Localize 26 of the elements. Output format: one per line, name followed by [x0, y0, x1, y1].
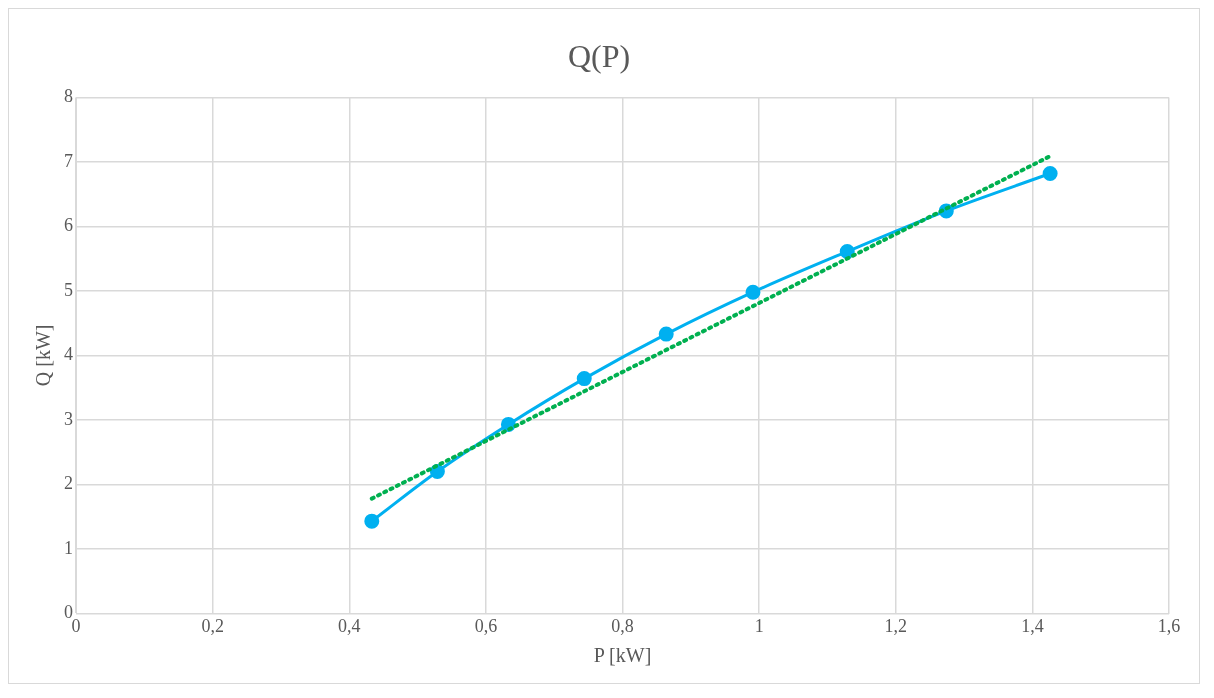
point	[364, 513, 380, 529]
y-tick-label: 4	[64, 344, 73, 365]
y-tick-label: 5	[64, 279, 73, 300]
point	[1042, 166, 1058, 182]
x-tick-label: 1	[754, 615, 764, 636]
point	[839, 244, 855, 260]
x-tick-label: 0,8	[611, 615, 634, 636]
y-tick-label: 2	[64, 473, 73, 494]
point	[576, 371, 592, 387]
x-tick-label: 1,2	[884, 615, 907, 636]
x-axis-title: P [kW]	[593, 644, 652, 667]
x-tick-label: 1,6	[1157, 615, 1181, 636]
chart-title: Q(P)	[567, 37, 631, 74]
x-tick-label: 0,6	[474, 615, 498, 636]
x-tick-label: 1,4	[1021, 615, 1044, 636]
x-tick-label: 0,4	[338, 615, 361, 636]
y-tick-label: 1	[64, 537, 73, 558]
y-tick-label: 3	[64, 408, 73, 429]
y-tick-label: 0	[64, 602, 73, 623]
point	[658, 326, 674, 342]
y-tick-label: 7	[64, 150, 73, 171]
y-tick-label: 6	[64, 215, 73, 236]
y-tick-label: 8	[64, 86, 73, 107]
y-axis-title: Q [kW]	[32, 324, 55, 387]
x-tick-label: 0,2	[201, 615, 224, 636]
point	[745, 284, 761, 300]
